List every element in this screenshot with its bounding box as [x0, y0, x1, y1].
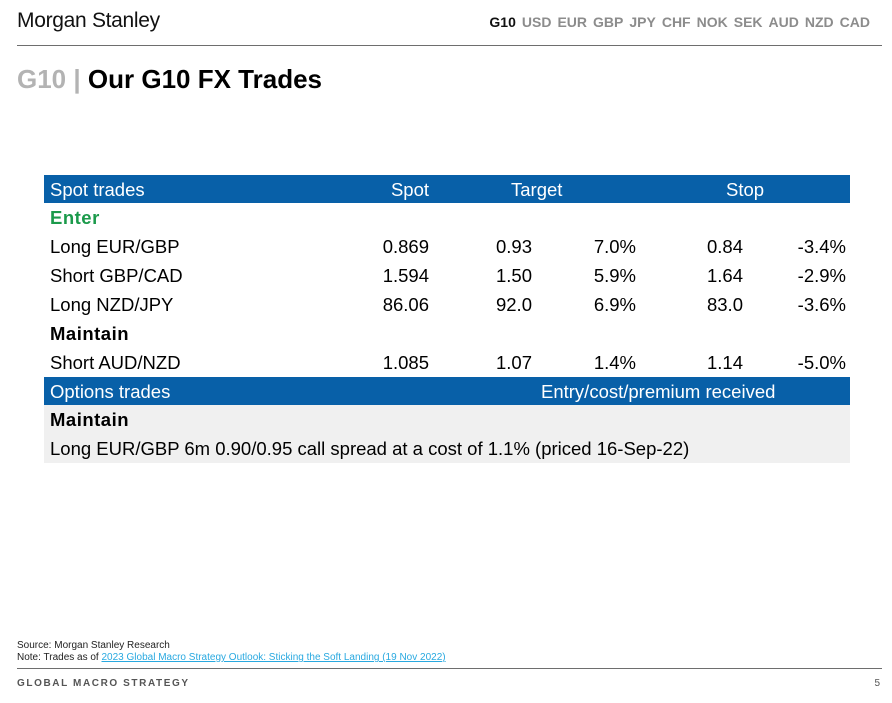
table-row: Long EUR/GBP 0.869 0.93 7.0% 0.84 -3.4%	[44, 232, 850, 261]
outlook-link[interactable]: 2023 Global Macro Strategy Outlook: Stic…	[101, 652, 446, 663]
trade-target-pct: 5.9%	[593, 265, 636, 286]
options-group-label: Maintain	[50, 409, 130, 430]
trades-table: Spot trades Spot Target Stop Enter Long …	[44, 175, 850, 463]
note-line: Note: Trades as of 2023 Global Macro Str…	[17, 652, 446, 664]
currency-nav: G10 USD EUR GBP JPY CHF NOK SEK AUD NZD …	[489, 14, 870, 30]
group-row-maintain: Maintain	[44, 319, 850, 348]
spot-trades-header: Spot trades Spot Target Stop	[44, 175, 850, 203]
trade-target: 1.50	[495, 265, 532, 286]
trade-name: Short AUD/NZD	[50, 352, 181, 373]
note-prefix: Note: Trades as of	[17, 652, 102, 663]
nav-eur[interactable]: EUR	[557, 14, 588, 30]
trade-spot: 0.869	[382, 236, 429, 257]
table-row: Long NZD/JPY 86.06 92.0 6.9% 83.0 -3.6%	[44, 290, 850, 319]
header-options-trades: Options trades	[50, 381, 171, 402]
trade-stop-pct: -3.6%	[797, 294, 846, 315]
header-divider	[17, 45, 882, 46]
header-stop: Stop	[726, 179, 765, 200]
footer-label: GLOBAL MACRO STRATEGY	[17, 678, 190, 689]
nav-sek[interactable]: SEK	[733, 14, 763, 30]
trade-stop: 1.64	[706, 265, 743, 286]
options-trade-row: Long EUR/GBP 6m 0.90/0.95 call spread at…	[44, 434, 850, 463]
trade-target: 0.93	[495, 236, 532, 257]
trade-stop-pct: -2.9%	[797, 265, 846, 286]
trade-target-pct: 7.0%	[593, 236, 636, 257]
table-row: Short GBP/CAD 1.594 1.50 5.9% 1.64 -2.9%	[44, 261, 850, 290]
trade-name: Short GBP/CAD	[50, 265, 183, 286]
group-label-enter: Enter	[50, 207, 100, 228]
title-main: Our G10 FX Trades	[87, 64, 322, 94]
trade-stop-pct: -5.0%	[797, 352, 846, 373]
trade-stop: 1.14	[706, 352, 743, 373]
table-row: Short AUD/NZD 1.085 1.07 1.4% 1.14 -5.0%	[44, 348, 850, 377]
footer-divider	[17, 668, 882, 669]
nav-jpy[interactable]: JPY	[629, 14, 656, 30]
page-title: G10 | Our G10 FX Trades	[17, 64, 322, 95]
header-entry: Entry/cost/premium received	[541, 381, 776, 402]
trade-spot: 1.085	[382, 352, 429, 373]
trade-target: 92.0	[495, 294, 532, 315]
trade-name: Long NZD/JPY	[50, 294, 174, 315]
nav-nok[interactable]: NOK	[696, 14, 728, 30]
header-spot-trades: Spot trades	[50, 179, 145, 200]
source-note: Source: Morgan Stanley Research Note: Tr…	[17, 640, 446, 664]
nav-chf[interactable]: CHF	[661, 14, 691, 30]
trade-target-pct: 6.9%	[593, 294, 636, 315]
nav-nzd[interactable]: NZD	[804, 14, 834, 30]
trade-target-pct: 1.4%	[593, 352, 636, 373]
nav-aud[interactable]: AUD	[768, 14, 799, 30]
trade-spot: 86.06	[382, 294, 429, 315]
group-label-maintain: Maintain	[50, 323, 130, 344]
nav-usd[interactable]: USD	[521, 14, 552, 30]
page-number: 5	[874, 678, 880, 689]
trade-target: 1.07	[495, 352, 532, 373]
options-trade-text: Long EUR/GBP 6m 0.90/0.95 call spread at…	[50, 438, 690, 459]
morgan-stanley-logo: Morgan Stanley	[17, 9, 160, 32]
group-row-enter: Enter	[44, 203, 850, 232]
trade-name: Long EUR/GBP	[50, 236, 180, 257]
nav-gbp[interactable]: GBP	[593, 14, 624, 30]
title-section: G10	[17, 64, 67, 94]
trade-spot: 1.594	[382, 265, 429, 286]
options-group-row: Maintain	[44, 405, 850, 434]
source-line: Source: Morgan Stanley Research	[17, 640, 170, 651]
header-target: Target	[511, 179, 563, 200]
trade-stop: 83.0	[706, 294, 743, 315]
title-separator: |	[73, 64, 81, 94]
header-spot: Spot	[390, 179, 429, 200]
nav-cad[interactable]: CAD	[839, 14, 870, 30]
trade-stop-pct: -3.4%	[797, 236, 846, 257]
options-trades-header: Options trades Entry/cost/premium receiv…	[44, 377, 850, 405]
nav-g10[interactable]: G10	[489, 14, 516, 30]
trade-stop: 0.84	[706, 236, 743, 257]
